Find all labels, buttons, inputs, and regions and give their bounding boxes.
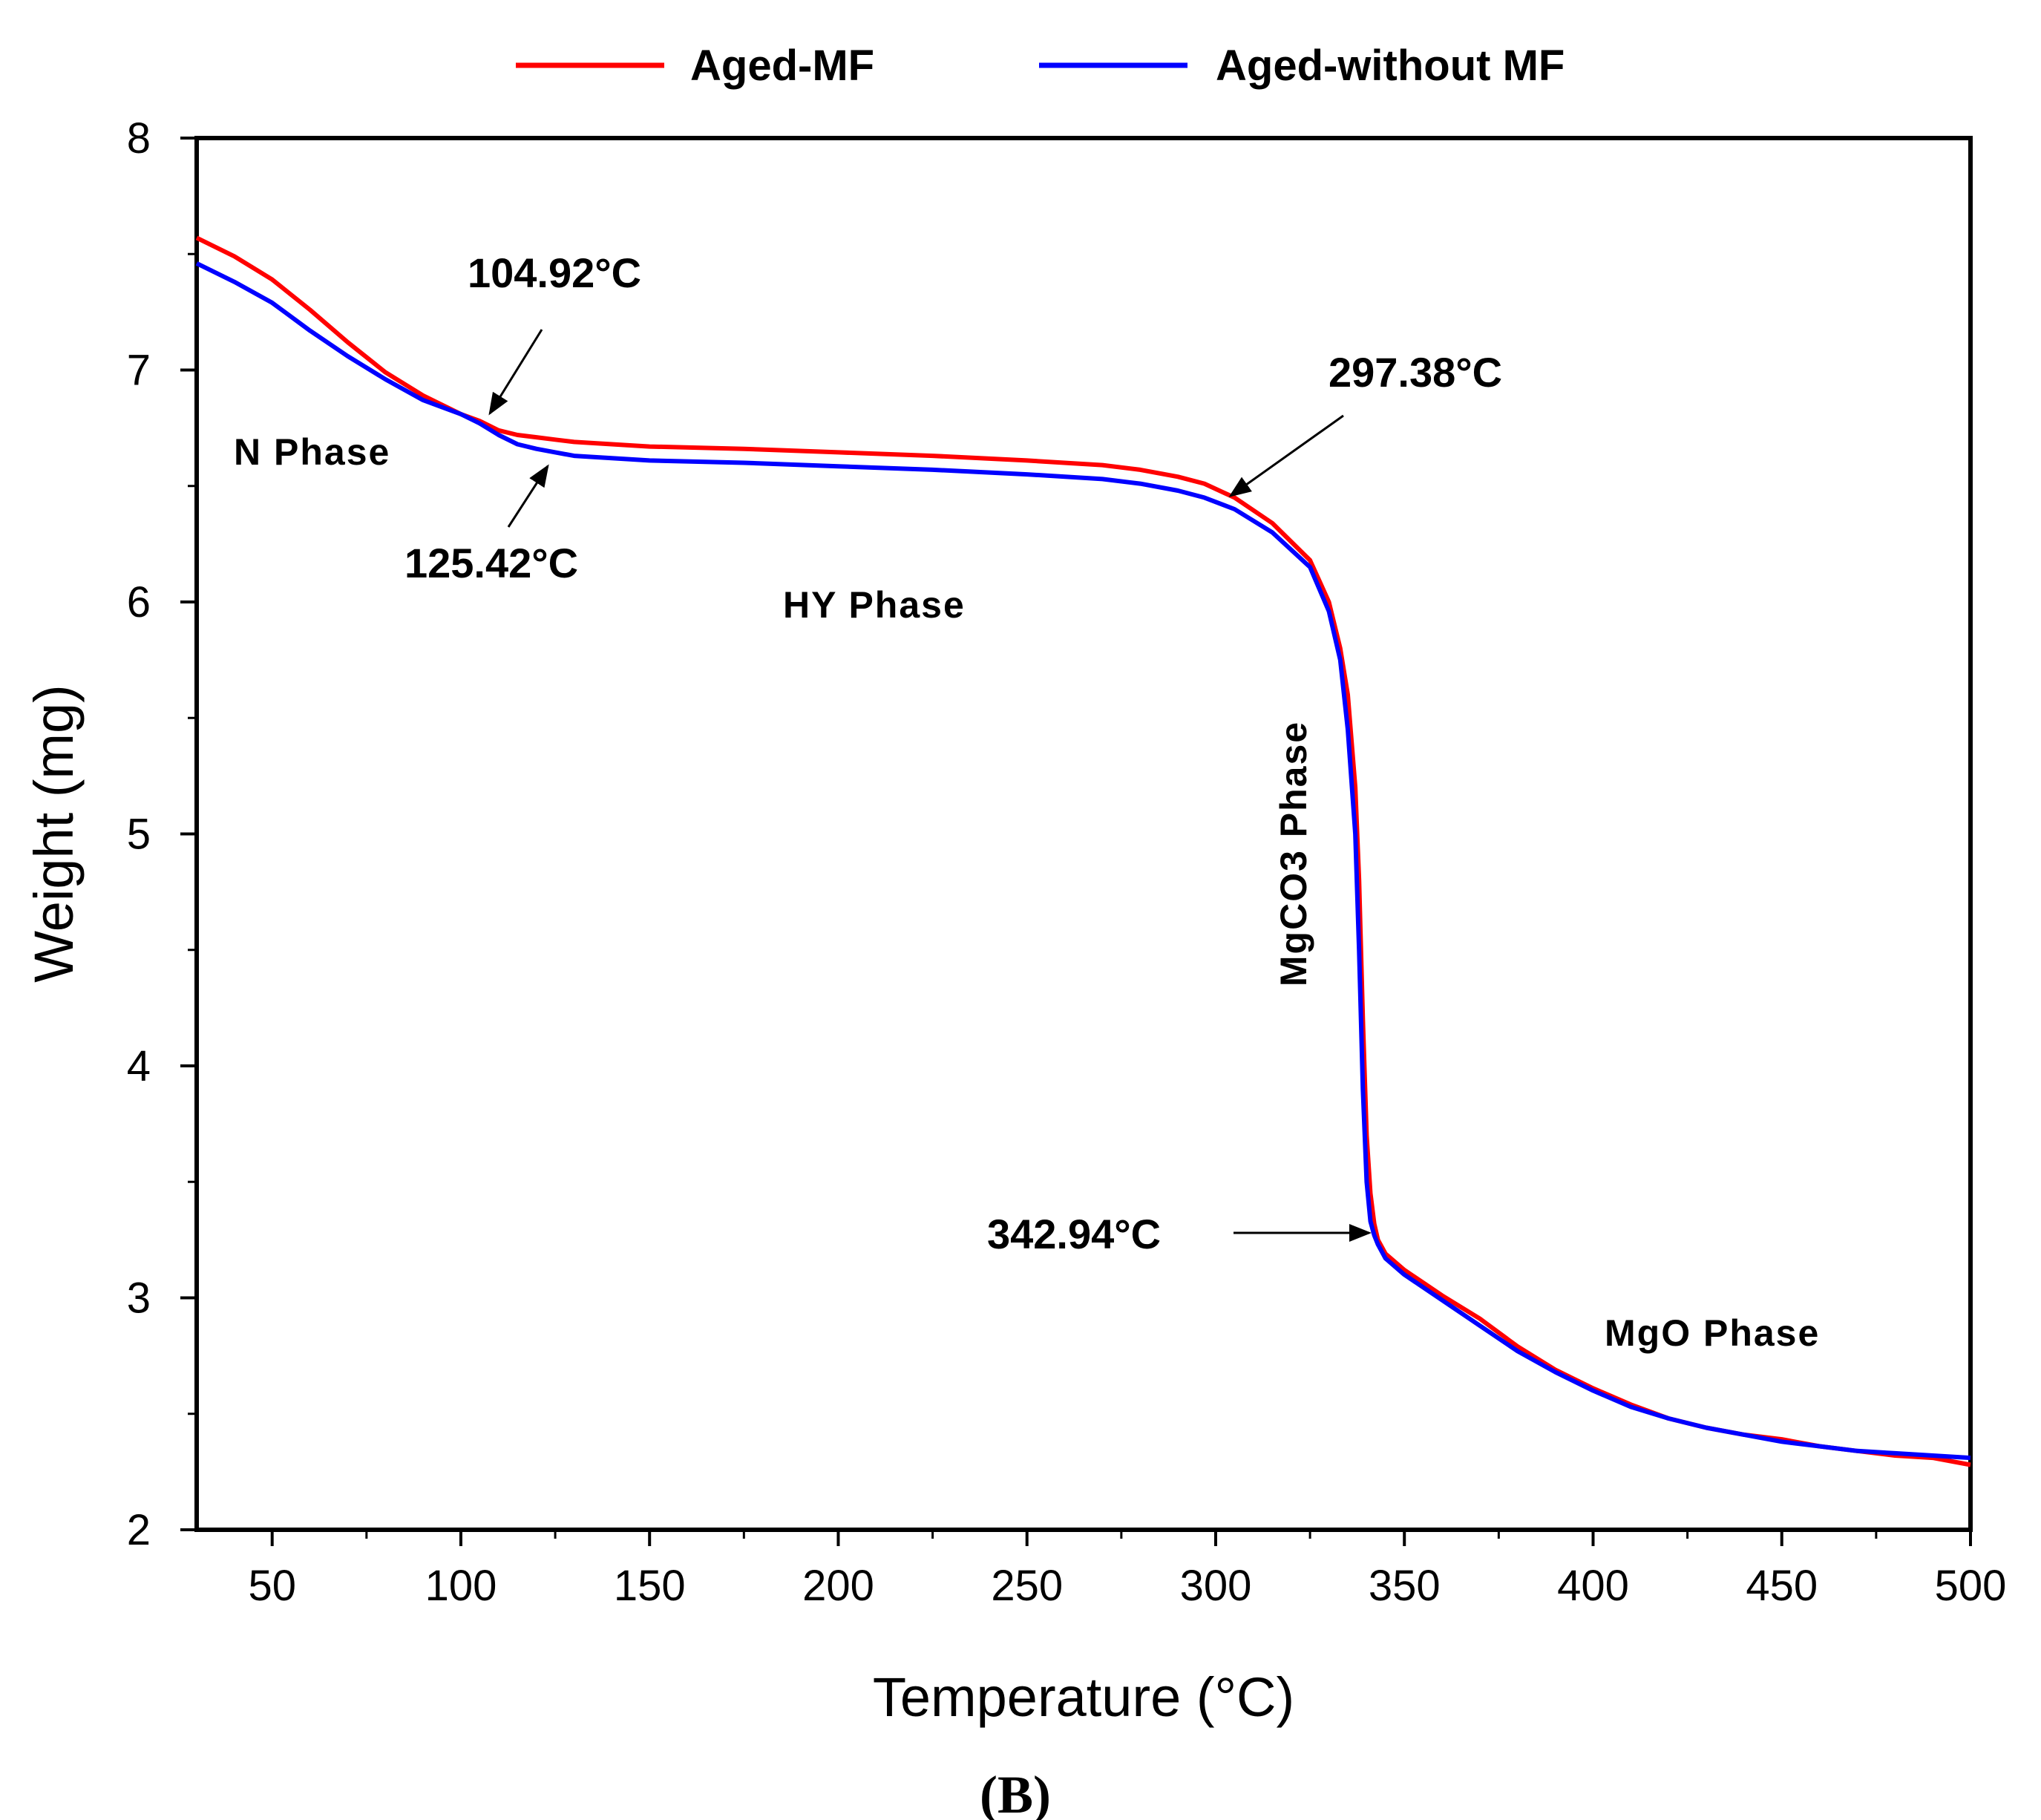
arrow-104-92 [488, 329, 543, 416]
phase-label-n: N Phase [234, 431, 390, 473]
x-axis: 50 100 150 200 250 300 350 400 450 500 [248, 1530, 2006, 1610]
y-axis: 2 3 4 5 6 7 8 [127, 114, 197, 1554]
x-axis-title: Temperature (°C) [873, 1666, 1294, 1728]
y-tick-label-4: 4 [127, 1042, 151, 1090]
phase-label-hy: HY Phase [783, 584, 966, 626]
x-tick-label-500: 500 [1935, 1562, 2007, 1610]
y-tick-label-7: 7 [127, 347, 151, 395]
annotation-297-38: 297.38°C [1329, 349, 1502, 396]
phase-label-mgco3: MgCO3 Phase [1273, 721, 1314, 986]
x-tick-label-50: 50 [248, 1562, 296, 1610]
y-tick-label-3: 3 [127, 1274, 151, 1323]
x-tick-label-200: 200 [802, 1562, 874, 1610]
annotation-104-92: 104.92°C [468, 249, 641, 296]
y-axis-title: Weight (mg) [23, 684, 85, 983]
annotation-125-42: 125.42°C [404, 540, 578, 586]
legend-label-aged-mf: Aged-MF [690, 42, 874, 90]
x-tick-label-250: 250 [991, 1562, 1063, 1610]
y-tick-label-5: 5 [127, 811, 151, 859]
y-tick-label-6: 6 [127, 578, 151, 626]
x-tick-label-100: 100 [425, 1562, 497, 1610]
x-tick-label-400: 400 [1557, 1562, 1629, 1610]
x-tick-label-350: 350 [1369, 1562, 1441, 1610]
series-line-aged-without-mf [195, 261, 1971, 1461]
legend: Aged-MF Aged-without MF [516, 42, 1565, 90]
arrow-297-38 [1228, 414, 1344, 497]
y-tick-label-2: 2 [127, 1506, 151, 1554]
legend-label-aged-without-mf: Aged-without MF [1216, 42, 1565, 90]
series-line-aged-mf [195, 235, 1971, 1467]
x-tick-label-300: 300 [1180, 1562, 1252, 1610]
arrow-125-42 [507, 464, 549, 528]
x-tick-label-450: 450 [1746, 1562, 1818, 1610]
panel-label: (B) [980, 1765, 1051, 1820]
y-tick-label-8: 8 [127, 114, 151, 163]
phase-label-mgo: MgO Phase [1605, 1312, 1820, 1354]
x-tick-label-150: 150 [614, 1562, 686, 1610]
annotation-342-94: 342.94°C [987, 1211, 1161, 1257]
